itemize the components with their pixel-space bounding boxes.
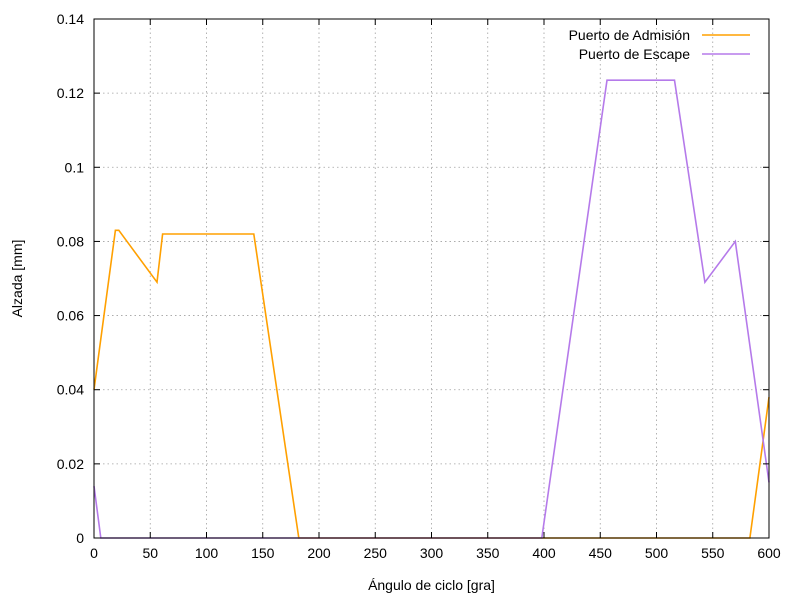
x-tick-label: 400 <box>532 545 556 561</box>
x-tick-label: 200 <box>307 545 331 561</box>
y-tick-label: 0.04 <box>57 382 84 398</box>
legend: Puerto de Admisión Puerto de Escape <box>569 27 750 62</box>
grid <box>94 19 769 538</box>
y-tick-label: 0.14 <box>57 11 84 27</box>
x-tick-label: 300 <box>420 545 444 561</box>
x-tick-label: 0 <box>90 545 98 561</box>
y-tick-label: 0.1 <box>65 159 85 175</box>
y-tick-label: 0.06 <box>57 308 84 324</box>
legend-label: Puerto de Admisión <box>569 27 690 43</box>
axis-ticks: 0 50 100 150 200 250 300 350 400 450 500 550 600 0 0.0… <box>57 11 781 561</box>
x-tick-label: 500 <box>645 545 669 561</box>
x-tick-label: 550 <box>701 545 725 561</box>
x-tick-label: 100 <box>195 545 219 561</box>
x-tick-label: 600 <box>757 545 781 561</box>
x-tick-label: 150 <box>251 545 275 561</box>
x-tick-label: 50 <box>142 545 158 561</box>
y-tick-label: 0.02 <box>57 456 84 472</box>
y-tick-label: 0.08 <box>57 233 84 249</box>
x-tick-label: 450 <box>589 545 613 561</box>
y-tick-label: 0 <box>76 530 84 546</box>
x-tick-label: 350 <box>476 545 500 561</box>
x-axis-label: Ángulo de ciclo [gra] <box>368 577 495 593</box>
y-tick-label: 0.12 <box>57 85 84 101</box>
y-axis-label: Alzada [mm] <box>9 240 25 318</box>
legend-label: Puerto de Escape <box>579 46 691 62</box>
x-tick-label: 250 <box>364 545 388 561</box>
